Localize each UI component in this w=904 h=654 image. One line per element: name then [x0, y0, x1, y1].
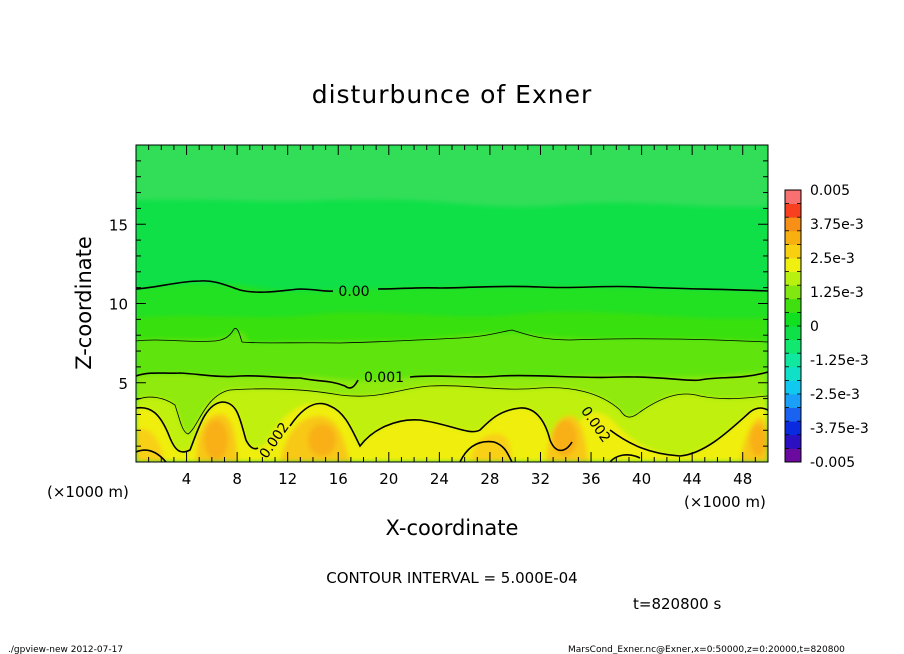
- colorbar-label: -0.005: [810, 455, 855, 471]
- colorbar-swatch: [785, 244, 801, 259]
- x-unit-label-left: (×1000 m): [47, 483, 129, 501]
- x-tick-label: 32: [531, 470, 550, 488]
- x-tick-label: 40: [632, 470, 651, 488]
- chart-title: disturbunce of Exner: [312, 80, 593, 109]
- y-axis-label: Z-coordinate: [72, 236, 96, 370]
- y-tick-label: 15: [109, 216, 128, 234]
- contour-0.002: [609, 407, 768, 457]
- colorbar-label: 0.005: [810, 183, 850, 199]
- colorbar-swatch: [785, 380, 801, 395]
- colorbar-swatch: [785, 285, 801, 300]
- colorbar-swatch: [785, 366, 801, 381]
- colorbar-swatch: [785, 298, 801, 313]
- footer-left: ./gpview-new 2012-07-17: [8, 645, 123, 654]
- contour-0.0015: [136, 385, 768, 435]
- contour-0.002: [136, 401, 259, 453]
- colorbar-swatch: [785, 230, 801, 245]
- colorbar-label: -2.5e-3: [810, 387, 860, 403]
- colorbar-label: -1.25e-3: [810, 353, 869, 369]
- x-tick-label: 44: [683, 470, 702, 488]
- x-tick-label: 24: [430, 470, 449, 488]
- x-tick-label: 28: [480, 470, 499, 488]
- colorbar-swatch: [785, 434, 801, 449]
- colorbar: 0.005 3.75e-3 2.5e-3 1.25e-3 0 -1.25e-3 -2.5e-…: [784, 183, 869, 471]
- contour-label: 0.00: [338, 284, 369, 300]
- x-tick-label: 12: [278, 470, 297, 488]
- x-unit-label-right: (×1000 m): [684, 493, 766, 511]
- x-tick-label: 16: [329, 470, 348, 488]
- colorbar-swatch: [785, 339, 801, 354]
- colorbar-label: 0: [810, 319, 819, 335]
- x-tick-label: 48: [733, 470, 752, 488]
- colorbar-label: 3.75e-3: [810, 217, 864, 233]
- contour-interval-text: CONTOUR INTERVAL = 5.000E-04: [326, 569, 577, 587]
- colorbar-swatch: [785, 203, 801, 218]
- colorbar-swatch: [785, 258, 801, 272]
- colorbar-swatch: [785, 271, 801, 286]
- x-axis-label: X-coordinate: [386, 516, 519, 540]
- shaded-field: [136, 145, 768, 462]
- x-tick-label: 4: [182, 470, 192, 488]
- y-axis: 5 10 15: [109, 160, 768, 447]
- contour-label: 0.001: [364, 370, 404, 386]
- colorbar-swatch: [785, 190, 801, 204]
- footer-right: MarsCond_Exner.nc@Exner,x=0:50000,z=0:20…: [568, 645, 845, 654]
- colorbar-label: 2.5e-3: [810, 251, 855, 267]
- y-tick-label: 10: [109, 296, 128, 314]
- contour-0.0005: [136, 328, 768, 344]
- colorbar-label: -3.75e-3: [810, 421, 869, 437]
- contour-0.002-lower: [609, 453, 641, 462]
- x-axis: 4 8 12 16 20 24 28 32 36 40 44 48: [148, 145, 756, 488]
- colorbar-swatch: [785, 312, 801, 327]
- colorbar-swatch: [785, 421, 801, 436]
- colorbar-swatch: [785, 448, 801, 463]
- colorbar-swatch: [785, 353, 801, 368]
- contour-0.001: [136, 372, 359, 389]
- y-tick-label: 5: [118, 375, 128, 393]
- contour-0.002-lower: [136, 449, 167, 462]
- contour-0: [136, 280, 334, 293]
- contour-0.002: [289, 402, 573, 452]
- x-tick-label: 20: [379, 470, 398, 488]
- plot-area: 0.00 0.001 0.002 0.002: [136, 145, 768, 462]
- x-tick-label: 8: [232, 470, 242, 488]
- time-text: t=820800 s: [633, 595, 721, 613]
- contour-0: [377, 285, 768, 292]
- contour-0.002-lower: [459, 440, 513, 462]
- contour-lines: [136, 280, 768, 462]
- contour-0.001: [409, 371, 768, 382]
- colorbar-swatch: [785, 217, 801, 232]
- colorbar-swatch: [785, 326, 801, 340]
- colorbar-label: 1.25e-3: [810, 285, 864, 301]
- colorbar-swatch: [785, 407, 801, 422]
- x-tick-label: 36: [581, 470, 600, 488]
- colorbar-swatch: [785, 394, 801, 408]
